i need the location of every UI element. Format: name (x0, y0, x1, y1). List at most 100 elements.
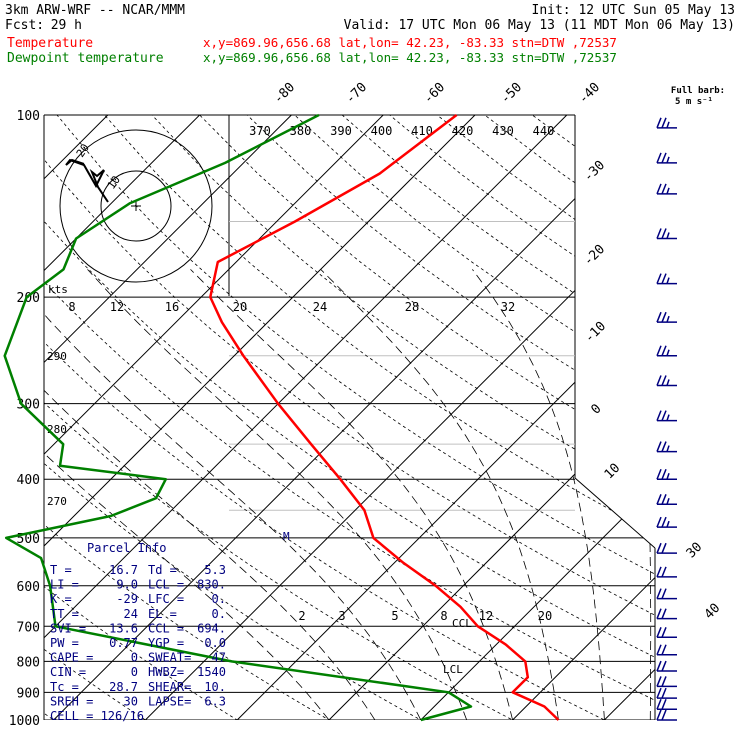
legend-dewpoint: Dewpoint temperature (7, 51, 164, 66)
parcel-key: Tc = (50, 680, 79, 694)
parcel-value: 24 (124, 607, 138, 621)
wind-barb-flag (662, 469, 666, 479)
dry-adiabat (485, 115, 740, 733)
wind-barb-flag (662, 645, 666, 655)
temperature-tick-label: -10 (582, 319, 609, 346)
wind-barb-flag (667, 521, 669, 527)
wind-barb (657, 517, 677, 527)
wind-barb-flag (657, 153, 661, 163)
wind-barb-flag (657, 609, 661, 619)
parcel-cell: CELL = 126/16 (50, 709, 144, 723)
wind-barb-flag (657, 442, 661, 452)
wind-barb (657, 346, 677, 356)
wind-barb-flag (657, 567, 661, 577)
dry-adiabat (0, 115, 538, 733)
hodograph-unit-label: kts (48, 283, 68, 296)
wind-barb-flag (667, 380, 669, 386)
wind-barb-flag (662, 661, 666, 671)
temperature-tick-label: -40 (576, 80, 603, 107)
hodograph-speed-label: 12 (110, 300, 124, 314)
wind-barb-flag (667, 232, 669, 238)
wind-barb (657, 609, 677, 619)
wind-barb-flag (662, 118, 666, 128)
parcel-key: SREH = (50, 694, 93, 708)
wind-barb-flag (657, 346, 661, 356)
fcst-label: Fcst: (5, 18, 44, 33)
parcel-key: TT = (50, 607, 79, 621)
wind-barb-flag (662, 153, 666, 163)
wind-barb (657, 469, 677, 479)
hodograph-speed-label: 8 (68, 300, 75, 314)
wind-barbs (657, 118, 677, 720)
wind-barb (657, 312, 677, 322)
dry-adiabat (105, 115, 740, 733)
temperature-tick-label: 0 (588, 401, 604, 417)
wind-barb-flag (662, 627, 666, 637)
wind-barb (657, 274, 677, 284)
wind-barb-flag (662, 494, 666, 504)
parcel-value: 30 (124, 694, 138, 708)
wind-barb-flag (662, 543, 666, 553)
wind-barb-flag (662, 411, 666, 421)
parcel-key: LAPSE= (148, 694, 191, 708)
temperature-tick-label: -20 (581, 242, 608, 269)
theta-e-label: 390 (330, 124, 352, 138)
parcel-value: 0. (212, 607, 226, 621)
wind-barb (657, 627, 677, 637)
moist-adiabat (88, 269, 467, 720)
parcel-key: CAPE = (50, 651, 93, 665)
init-time: Init: 12 UTC Sun 05 May 13 (532, 3, 736, 18)
wind-barb (657, 710, 677, 720)
moist-adiabat (696, 269, 723, 720)
parcel-value: 0.77 (109, 636, 138, 650)
temperature-tick-label: 30 (684, 540, 706, 562)
parcel-key: K = (50, 592, 72, 606)
theta-e-label: 400 (371, 124, 393, 138)
parcel-key: YGP = (148, 636, 184, 650)
parcel-key: SHEAR= (148, 680, 191, 694)
dry-adiabat (0, 115, 631, 733)
temperature-tick-label: 10 (602, 461, 624, 483)
wind-barb-flag (667, 278, 669, 284)
wind-barb-flag (657, 543, 661, 553)
wind-barb-flag (662, 346, 666, 356)
wind-barb (657, 153, 677, 163)
wind-barb-flag (667, 350, 669, 356)
wind-barb-flag (667, 157, 669, 163)
moist-adiabat (613, 269, 650, 720)
pressure-tick-label: 1000 (9, 714, 40, 729)
wind-barb-flag (662, 184, 666, 194)
temperature-tick-label: -60 (421, 80, 448, 107)
hodo-ring-label-20: 20 (74, 141, 92, 159)
isotherm (513, 115, 740, 720)
wind-barb (657, 688, 677, 698)
temperature-tick-label: -80 (271, 80, 298, 107)
parcel-value: -29 (116, 592, 138, 606)
barb-legend-line1: Full barb: (671, 86, 725, 96)
mixing-ratio-label: 20 (538, 609, 552, 623)
pressure-tick-label: 900 (17, 686, 40, 701)
pressure-tick-label: 200 (17, 291, 40, 306)
hodograph-speed-label: 16 (165, 300, 179, 314)
wind-barb (657, 494, 677, 504)
wind-barb-flag (657, 710, 661, 720)
mixing-ratio-label: 8 (440, 609, 447, 623)
wind-barb-flag (667, 188, 669, 194)
wind-barb-flag (657, 411, 661, 421)
parcel-key: CCL = (148, 621, 184, 635)
lcl-annotation: LCL (443, 663, 463, 676)
parcel-value: 694. (197, 621, 226, 635)
parcel-value: 1540 (197, 665, 226, 679)
location-red: x,y=869.96,656.68 lat,lon= 42.23, -83.33… (203, 35, 617, 50)
valid-time: Valid: 17 UTC Mon 06 May 13 (11 MDT Mon … (344, 18, 735, 33)
wind-barb-flag (657, 469, 661, 479)
wind-barb (657, 699, 677, 709)
dry-adiabat (152, 115, 740, 733)
parcel-value: 830. (197, 578, 226, 592)
temperature-tick-label: -50 (498, 80, 525, 107)
temperature-tick-label: -70 (343, 80, 370, 107)
hodograph-speed-label: 20 (233, 300, 247, 314)
header: 3km ARW-WRF -- NCAR/MMM Init: 12 UTC Sun… (5, 3, 735, 107)
wind-barb-flag (657, 118, 661, 128)
